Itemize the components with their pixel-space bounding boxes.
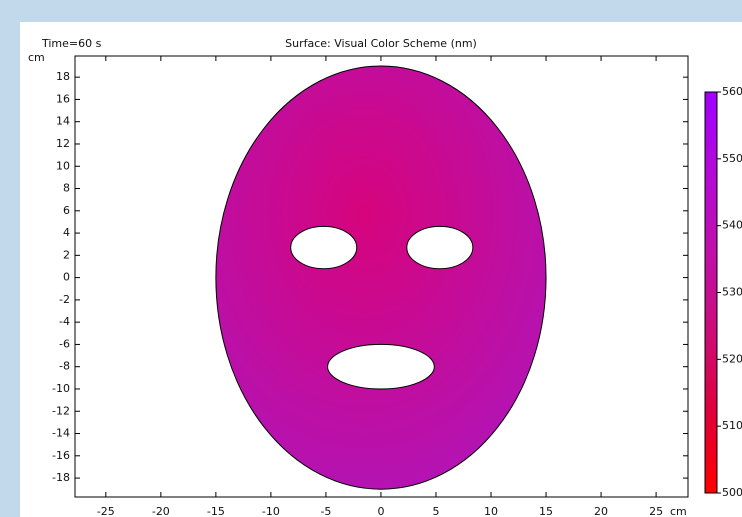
x-tick-label: 25 [649,505,663,517]
y-tick-label: -12 [52,404,70,417]
x-tick-label: 0 [377,505,384,517]
y-tick-label: 2 [63,248,70,261]
y-tick-label: -16 [52,449,70,462]
hole [406,225,474,270]
x-unit: cm [670,505,687,517]
surface-domain [215,65,547,490]
colorbar-tick-label: 530 [722,286,742,299]
y-tick-label: -14 [52,427,70,440]
y-tick-label: -2 [59,293,70,306]
hole [327,343,435,390]
colorbar [704,91,718,494]
y-tick-label: 14 [56,115,70,128]
hole [290,225,358,270]
x-tick-label: -20 [152,505,170,517]
y-tick-label: -18 [52,471,70,484]
x-tick-label: 15 [539,505,553,517]
x-tick-label: 10 [484,505,498,517]
y-tick-label: 4 [63,226,70,239]
x-tick-label: 5 [432,505,439,517]
y-tick-label: -10 [52,382,70,395]
colorbar-tick-label: 560 [722,85,742,98]
x-tick-label: -15 [207,505,225,517]
x-tick-label: 20 [594,505,608,517]
y-tick-label: 12 [56,137,70,150]
x-tick-label: -10 [262,505,280,517]
colorbar-tick-label: 540 [722,219,742,232]
y-tick-label: 18 [56,70,70,83]
y-tick-label: -4 [59,315,70,328]
x-tick-label: -25 [97,505,115,517]
y-tick-label: 6 [63,204,70,217]
y-tick-label: 10 [56,159,70,172]
chart-title: Surface: Visual Color Scheme (nm) [285,37,477,50]
colorbar-tick-label: 500 [722,486,742,499]
y-tick-label: 0 [63,271,70,284]
y-tick-label: 8 [63,182,70,195]
y-unit: cm [28,51,45,64]
colorbar-tick-label: 550 [722,152,742,165]
colorbar-tick-label: 520 [722,352,742,365]
colorbar-tick-label: 510 [722,419,742,432]
y-tick-label: -8 [59,360,70,373]
x-tick-label: -5 [320,505,331,517]
y-tick-label: 16 [56,92,70,105]
time-label: Time=60 s [41,37,102,50]
axes-frame [74,55,689,498]
y-tick-label: -6 [59,337,70,350]
